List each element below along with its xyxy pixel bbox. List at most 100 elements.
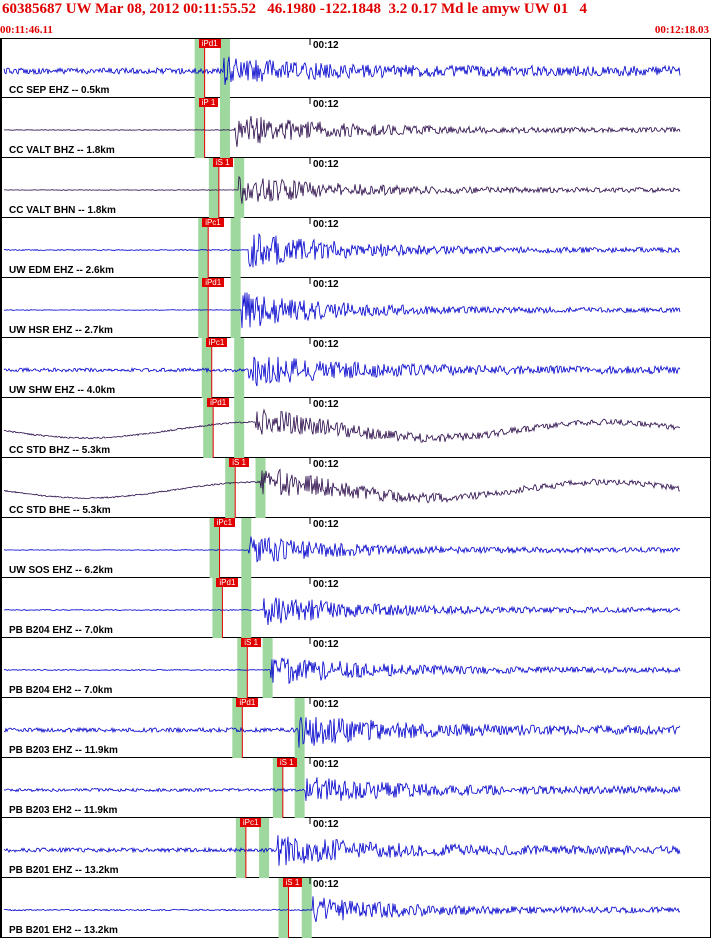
phase-pick-label[interactable]: iPd1 xyxy=(236,698,259,707)
pick-window-band xyxy=(255,458,266,518)
channel-label: PB B203 EH2 -- 11.9km xyxy=(9,805,118,816)
waveform-line xyxy=(3,56,681,85)
trace-row[interactable]: iPc1 00:12 UW SOS EHZ -- 6.2km xyxy=(0,518,711,578)
pick-window-band xyxy=(198,218,209,278)
pick-window-band xyxy=(209,518,220,578)
waveform-line xyxy=(3,115,681,147)
trace-left-border xyxy=(0,158,2,217)
trace-left-border xyxy=(0,878,2,937)
waveform-plot xyxy=(4,158,681,218)
pick-window-band xyxy=(278,878,289,938)
waveform-line xyxy=(3,408,681,443)
phase-pick-label[interactable]: iPd1 xyxy=(207,398,230,407)
time-tick-label: 00:12 xyxy=(313,40,339,51)
trace-row[interactable]: iPd1 00:12 PB B203 EHZ -- 11.9km xyxy=(0,698,711,758)
channel-label: PB B204 EH2 -- 7.0km xyxy=(9,685,113,696)
channel-label: CC SEP EHZ -- 0.5km xyxy=(9,85,110,96)
channel-label: CC STD BHZ -- 5.3km xyxy=(9,445,111,456)
pick-window-band xyxy=(208,158,219,218)
trace-row[interactable]: iP 1 00:12 CC VALT BHZ -- 1.8km xyxy=(0,98,711,158)
trace-row[interactable]: iPd1 00:12 PB B204 EHZ -- 7.0km xyxy=(0,578,711,638)
waveform-plot xyxy=(3,518,681,578)
waveform-plot xyxy=(3,638,681,698)
waveform-plot xyxy=(3,98,681,158)
waveform-line xyxy=(3,835,681,866)
trace-row[interactable]: iS 1 00:12 PB B203 EH2 -- 11.9km xyxy=(0,758,711,818)
time-tick-label: 00:12 xyxy=(313,759,339,770)
channel-label: PB B201 EH2 -- 13.2km xyxy=(9,925,118,936)
waveform-plot xyxy=(3,818,681,878)
trace-row[interactable]: iPc1 00:12 UW SHW EHZ -- 4.0km xyxy=(0,338,711,398)
waveform-line xyxy=(4,232,681,268)
trace-left-border xyxy=(0,518,2,577)
waveform-line xyxy=(3,597,681,626)
trace-row[interactable]: iPd1 00:12 CC STD BHZ -- 5.3km xyxy=(0,398,711,458)
phase-pick-label[interactable]: iS 1 xyxy=(276,758,297,767)
channel-label: UW SHW EHZ -- 4.0km xyxy=(9,385,116,396)
phase-pick-label[interactable]: iS 1 xyxy=(241,638,262,647)
time-tick-label: 00:12 xyxy=(313,519,339,530)
trace-left-border xyxy=(0,698,2,757)
waveform-plot xyxy=(3,278,681,338)
phase-pick-label[interactable]: iPc1 xyxy=(205,338,228,347)
time-tick-label: 00:12 xyxy=(313,399,339,410)
trace-row[interactable]: iS 1 00:12 PB B201 EH2 -- 13.2km xyxy=(0,878,711,938)
phase-pick-label[interactable]: iPd1 xyxy=(198,39,221,48)
time-tick-label: 00:12 xyxy=(313,579,339,590)
phase-pick-label[interactable]: iP 1 xyxy=(198,98,219,107)
trace-left-border xyxy=(0,638,2,697)
phase-pick-label[interactable]: iS 1 xyxy=(282,878,303,887)
trace-row[interactable]: iPc1 00:12 UW EDM EHZ -- 2.6km xyxy=(0,218,711,278)
waveform-line xyxy=(3,468,680,504)
trace-row[interactable]: iPc1 00:12 PB B201 EHZ -- 13.2km xyxy=(0,818,711,878)
trace-left-border xyxy=(0,578,2,637)
time-tick-label: 00:12 xyxy=(313,639,339,650)
phase-pick-label[interactable]: iPd1 xyxy=(216,578,239,587)
trace-row[interactable]: iS 1 00:12 CC VALT BHN -- 1.8km xyxy=(0,158,711,218)
channel-label: CC VALT BHN -- 1.8km xyxy=(9,205,116,216)
pick-window-band xyxy=(203,398,214,458)
pick-window-band xyxy=(232,698,243,758)
trace-row[interactable]: iPd1 00:12 UW HSR EHZ -- 2.7km xyxy=(0,278,711,338)
time-tick-label: 00:12 xyxy=(313,459,339,470)
trace-row[interactable]: iS 1 00:12 PB B204 EH2 -- 7.0km xyxy=(0,638,711,698)
window-start-time: 00:11:46.11 xyxy=(0,24,53,36)
phase-pick-label[interactable]: iS 1 xyxy=(212,158,233,167)
pick-window-band xyxy=(230,278,241,338)
pick-window-band xyxy=(234,158,245,218)
trace-left-border xyxy=(0,818,2,877)
phase-pick-label[interactable]: iPc1 xyxy=(239,818,262,827)
trace-left-border xyxy=(0,458,2,517)
pick-window-band xyxy=(234,338,245,398)
waveform-plot xyxy=(3,698,681,758)
pick-window-band xyxy=(259,818,270,878)
pick-window-band xyxy=(234,398,245,458)
channel-label: PB B201 EHZ -- 13.2km xyxy=(9,865,119,876)
pick-window-band xyxy=(219,98,230,158)
pick-window-band xyxy=(212,578,223,638)
window-end-time: 00:12:18.03 xyxy=(654,24,709,36)
trace-row[interactable]: iS 1 00:12 CC STD BHE -- 5.3km xyxy=(0,458,711,518)
pick-window-band xyxy=(301,878,312,938)
phase-pick-label[interactable]: iPc1 xyxy=(202,218,224,227)
trace-left-border xyxy=(0,98,2,157)
phase-pick-label[interactable]: iPc1 xyxy=(213,518,236,527)
trace-row[interactable]: iPd1 00:12 CC SEP EHZ -- 0.5km xyxy=(0,38,711,99)
pick-window-band xyxy=(201,338,212,398)
time-tick-label: 00:12 xyxy=(313,219,339,230)
channel-label: CC VALT BHZ -- 1.8km xyxy=(9,145,115,156)
phase-pick-label[interactable]: iS 1 xyxy=(229,458,249,467)
phase-pick-label[interactable]: iPd1 xyxy=(202,278,225,287)
event-header: 60385687 UW Mar 08, 2012 00:11:55.52 46.… xyxy=(0,0,711,38)
time-tick-label: 00:12 xyxy=(313,879,339,890)
pick-window-band xyxy=(219,39,230,99)
waveform-line xyxy=(3,356,681,387)
trace-left-border xyxy=(0,398,2,457)
waveform-line xyxy=(3,777,681,801)
trace-left-border xyxy=(0,758,2,817)
pick-window-band xyxy=(241,578,252,638)
time-tick-label: 00:12 xyxy=(313,339,339,350)
pick-window-band xyxy=(272,758,283,818)
seismogram-panel[interactable]: iPd1 00:12 CC SEP EHZ -- 0.5km iP 1 00:12 CC … xyxy=(0,38,711,938)
pick-window-band xyxy=(225,458,236,518)
